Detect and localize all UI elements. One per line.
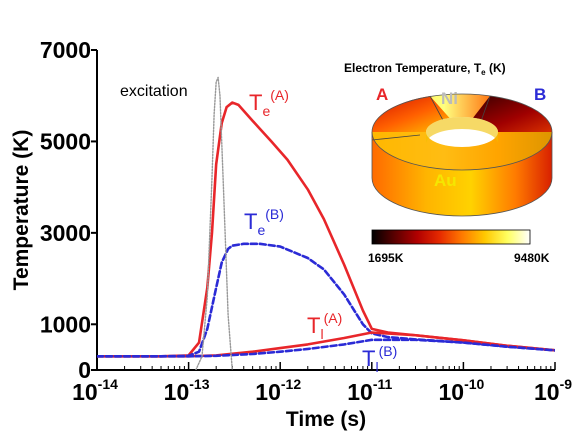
ring-side-outline [371,132,553,217]
x-tick-exp: -9 [560,376,573,392]
region-label-b: B [534,85,546,104]
te-a-label-sup: (A) [270,87,289,103]
ring-sector-au [372,132,552,170]
region-label-au: Au [434,171,457,190]
y-tick-label: 1000 [40,311,91,337]
ring-inner-side [426,117,498,144]
inset-title-sub: e [481,68,486,77]
series-layer [97,76,555,370]
ring-3d-render [371,93,553,217]
te-b-label-sup: (B) [265,206,284,222]
ring-divider-2 [479,95,491,125]
x-tick-exp: -12 [281,376,301,392]
inset-title-base: Electron Temperature, T [344,61,482,75]
series-line-te-b [97,242,555,358]
y-tick-label: 0 [78,357,91,383]
tl-a-label-sub: l [320,326,323,342]
tl-b-label: Tl(B) [362,343,397,375]
tl-a-label-base: T [307,313,320,338]
series-line-tl-b [97,338,555,358]
ring-divider-1 [429,95,446,125]
region-label-a: A [376,85,388,104]
x-tick-base: 10 [438,379,464,405]
x-tick-label: 10-13 [164,376,210,405]
tl-a-label-sup: (A) [324,310,343,326]
x-tick-label: 10-14 [72,376,118,405]
x-tick-base: 10 [255,379,281,405]
inset-electron-temperature: Electron Temperature, Te (K) A Ni B Au 1… [344,61,553,265]
excitation-label: excitation [120,83,188,100]
x-tick-exp: -13 [189,376,209,392]
inset-title: Electron Temperature, Te (K) [344,61,506,77]
x-tick-base: 10 [534,379,560,405]
x-tick-base: 10 [164,379,190,405]
tl-b-label-base: T [362,346,375,371]
te-a-label: Te(A) [249,87,289,119]
y-tick-label: 3000 [40,220,91,246]
colorbar-min-label: 1695K [368,251,404,265]
tl-b-label-sub: l [375,359,378,375]
y-tick-label: 7000 [40,37,91,63]
x-tick-base: 10 [72,379,98,405]
te-a-label-sub: e [262,103,270,119]
axes [96,50,555,371]
te-a-label-base: T [249,90,262,115]
x-tick-exp: -11 [373,376,393,392]
tl-a-label: Tl(A) [307,310,342,342]
region-label-ni: Ni [441,89,458,108]
colorbar-max-label: 9480K [514,251,550,265]
x-tick-exp: -10 [464,376,484,392]
x-tick-exp: -14 [98,376,118,392]
te-b-label-base: T [244,209,257,234]
colorbar [371,229,531,245]
ring-divider-3 [371,134,421,141]
x-ticks: 10-14 10-13 10-12 10-11 10-10 10-9 [72,362,572,405]
x-axis-title: Time (s) [286,408,366,431]
te-b-label: Te(B) [244,206,284,238]
y-ticks: 0 1000 3000 5000 7000 [40,37,97,383]
y-tick-label: 5000 [40,128,91,154]
inset-title-unit: (K) [486,61,506,75]
x-tick-label: 10-9 [534,376,572,405]
x-tick-label: 10-10 [438,376,484,405]
x-tick-label: 10-12 [255,376,301,405]
te-b-label-sub: e [257,222,265,238]
x-tick-label: 10-11 [347,376,392,405]
tl-b-label-sup: (B) [379,343,398,359]
x-tick-base: 10 [347,379,373,405]
y-axis-title: Temperature (K) [10,130,33,291]
series-line-excitation [195,76,234,370]
